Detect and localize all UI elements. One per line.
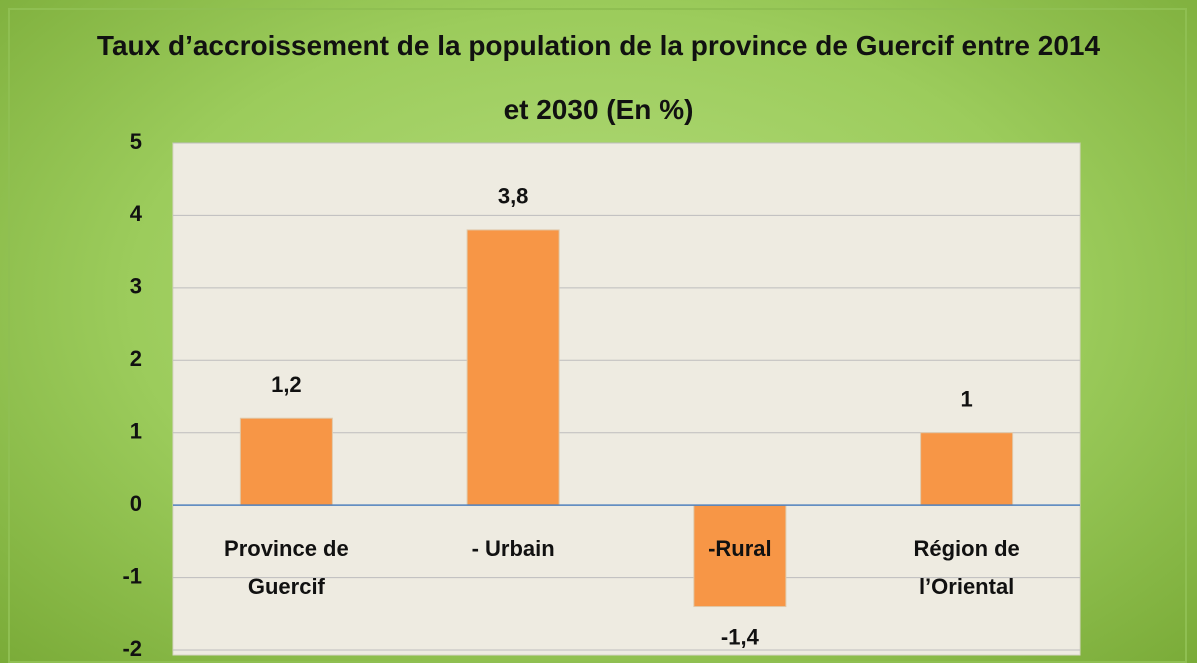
x-tick-label: - Urbain (471, 536, 555, 562)
value-label: 3,8 (498, 184, 529, 209)
y-tick-label: 0 (130, 491, 142, 516)
bar (693, 504, 787, 608)
bar (466, 229, 560, 506)
frame (8, 8, 1187, 663)
y-tick-label: -2 (122, 636, 142, 661)
y-tick-label: 1 (130, 419, 142, 444)
y-tick-label: 4 (130, 201, 143, 226)
bar (920, 432, 1014, 506)
bar (239, 417, 333, 506)
y-tick-label: -1 (122, 563, 142, 588)
value-label: -1,4 (721, 624, 760, 649)
y-tick-label: 2 (130, 346, 142, 371)
x-tick-label: Province de Guercif (224, 536, 349, 600)
value-label: 1 (961, 387, 973, 412)
y-tick-label: 5 (130, 129, 142, 154)
chart-title: Taux d’accroissement de la population de… (96, 30, 1101, 125)
x-tick-label: Région de l’Oriental (913, 536, 1020, 600)
value-label: 1,2 (271, 372, 302, 397)
x-tick-label: -Rural (708, 536, 772, 562)
y-tick-label: 3 (130, 274, 142, 299)
